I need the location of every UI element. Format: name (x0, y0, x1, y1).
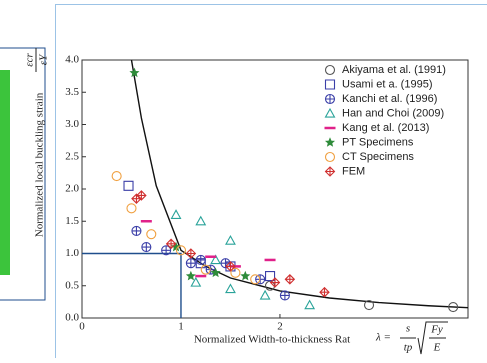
x-formula-den: tp (404, 342, 413, 354)
y-tick-label: 3.5 (65, 86, 79, 98)
point (280, 291, 289, 300)
x-formula-root-num: Fy (430, 324, 443, 336)
y-tick-label: 1.0 (65, 247, 79, 259)
legend-label: Usami et a. (1995) (342, 78, 432, 90)
page: {"chart_data": {"type": "scatter", "y_la… (0, 0, 487, 358)
side-panel-fill (0, 70, 10, 275)
y-tick-label: 4.0 (65, 54, 79, 66)
y-axis-label: Normalized local buckling strain (34, 92, 46, 237)
x-formula-num: s (406, 323, 410, 335)
legend-label: Kang et al. (2013) (342, 122, 429, 134)
point (142, 243, 151, 252)
point (196, 255, 205, 264)
y-tick-label: 1.5 (65, 215, 79, 227)
x-formula-root-den: E (433, 342, 441, 354)
y-tick-label: 0.5 (65, 279, 79, 291)
legend-label: Akiyama et al. (1991) (342, 64, 446, 76)
legend-label: PT Specimens (342, 136, 414, 148)
x-tick-label: 2 (277, 321, 283, 333)
y-tick-label: 0.0 (65, 312, 79, 324)
x-formula-lhs: λ = (375, 332, 391, 344)
y-formula-num: εcr (24, 53, 36, 67)
legend-marker (326, 95, 335, 104)
x-tick-label: 0 (79, 321, 85, 333)
point (186, 259, 195, 268)
point (132, 226, 141, 235)
x-axis-label: Normalized Width-to-thickness Rat (194, 334, 350, 346)
legend-label: Kanchi et al. (1996) (342, 93, 437, 105)
legend-label: CT Specimens (342, 151, 414, 163)
y-tick-label: 3.0 (65, 118, 79, 130)
legend-label: FEM (342, 165, 365, 177)
legend-label: Han and Choi (2009) (342, 107, 444, 119)
chart: Normalized local buckling strain εcr εY … (0, 0, 487, 358)
y-tick-label: 2.0 (65, 183, 79, 195)
x-tick-label: 1 (178, 321, 184, 333)
y-tick-label: 2.5 (65, 150, 79, 162)
